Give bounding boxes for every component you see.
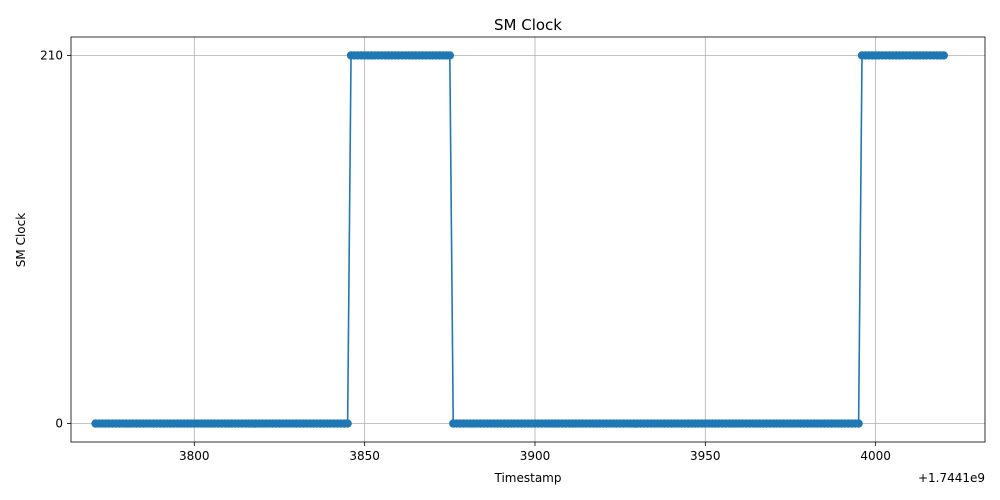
x-tick-label: 3950 bbox=[690, 449, 721, 463]
data-point bbox=[343, 419, 352, 428]
data-point bbox=[939, 51, 948, 60]
x-tick-label: 4000 bbox=[860, 449, 891, 463]
axis-ticks: 3800 3850 3900 3950 4000 0 210 bbox=[40, 48, 891, 463]
plot-frame bbox=[70, 36, 986, 443]
x-tick-label: 3900 bbox=[520, 449, 551, 463]
x-tick-label: 3800 bbox=[179, 449, 210, 463]
chart-title: SM Clock bbox=[494, 16, 562, 34]
x-axis-offset-label: +1.7441e9 bbox=[918, 471, 985, 485]
series-sm-clock bbox=[91, 51, 948, 428]
x-axis-label: Timestamp bbox=[494, 471, 562, 485]
x-tick-label: 3850 bbox=[349, 449, 380, 463]
y-tick-label: 210 bbox=[40, 48, 63, 62]
data-point bbox=[854, 419, 863, 428]
data-point bbox=[445, 51, 455, 60]
y-tick-label: 0 bbox=[55, 417, 63, 431]
series-line bbox=[95, 54, 944, 425]
grid bbox=[71, 37, 985, 442]
y-axis-label: SM Clock bbox=[14, 213, 28, 267]
